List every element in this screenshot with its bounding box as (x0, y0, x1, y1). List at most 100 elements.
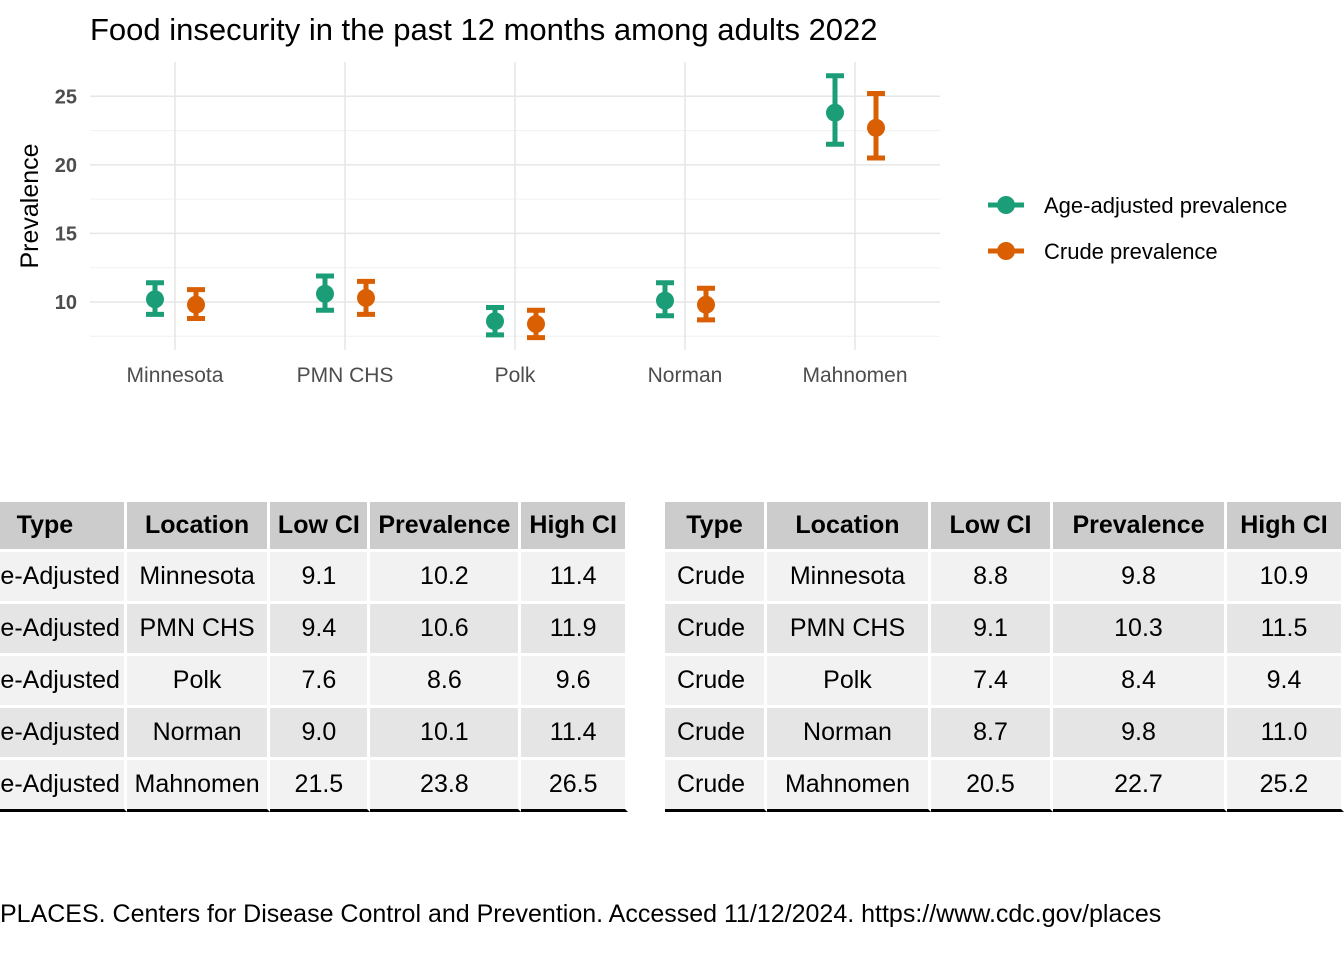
data-point (527, 314, 545, 333)
table-cell: PMN CHS (126, 604, 271, 656)
table-cell: Mahnomen (126, 760, 271, 812)
legend: Age-adjusted prevalence Crude prevalence (988, 193, 1287, 264)
table-cell: Crude (665, 760, 767, 812)
chart: Food insecurity in the past 12 months am… (16, 12, 1287, 387)
table-cell: 10.2 (370, 552, 522, 604)
table-cell: Minnesota (767, 552, 931, 604)
table-cell: 8.7 (931, 708, 1053, 760)
table-cell: 10.3 (1053, 604, 1227, 656)
grid (90, 62, 940, 350)
y-axis-label: Prevalence (16, 143, 44, 268)
table-header-cell: Location (767, 502, 931, 552)
table-cell: 9.8 (1053, 552, 1227, 604)
x-tick-label: Polk (495, 364, 536, 387)
x-axis: Minnesota PMN CHS Polk Norman Mahnomen (127, 364, 908, 387)
table-header-cell: Low CI (270, 502, 371, 552)
y-tick-label: 15 (55, 223, 77, 245)
table-header-cell: Location (126, 502, 271, 552)
data-point (867, 118, 885, 137)
table-cell: 9.6 (521, 656, 628, 708)
y-axis: 10 15 20 25 (55, 86, 77, 314)
table-cell: Age-Adjusted (0, 760, 127, 812)
data-point (316, 284, 334, 303)
table-crude: Type Location Low CI Prevalence High CI Crud… (665, 502, 1344, 812)
table-cell: Norman (126, 708, 271, 760)
table-row: Crude Polk 7.4 8.4 9.4 (665, 656, 1344, 708)
table-cell: 8.8 (931, 552, 1053, 604)
table-cell: 26.5 (521, 760, 628, 812)
data-point (357, 288, 375, 307)
table-cell: 20.5 (931, 760, 1053, 812)
table-cell: Age-Adjusted (0, 656, 127, 708)
table-cell: 11.5 (1227, 604, 1344, 656)
x-tick-label: PMN CHS (297, 364, 394, 387)
y-tick-label: 20 (55, 155, 77, 177)
data-point (656, 291, 674, 310)
table-cell: 7.4 (931, 656, 1053, 708)
table-cell: Crude (665, 656, 767, 708)
data-point (486, 312, 504, 331)
table-header-cell: Prevalence (1053, 502, 1227, 552)
data-point (826, 103, 844, 122)
table-row: Crude Minnesota 8.8 9.8 10.9 (665, 552, 1344, 604)
table-cell: 9.8 (1053, 708, 1227, 760)
table-row: Crude Norman 8.7 9.8 11.0 (665, 708, 1344, 760)
table-header-cell: Type (0, 502, 127, 552)
table-row: Crude PMN CHS 9.1 10.3 11.5 (665, 604, 1344, 656)
table-cell: 7.6 (270, 656, 371, 708)
legend-key-point (997, 196, 1015, 214)
x-tick-label: Norman (648, 364, 723, 387)
table-cell: 8.4 (1053, 656, 1227, 708)
data-point (187, 295, 205, 314)
table-cell: Polk (767, 656, 931, 708)
table-cell: 10.1 (370, 708, 522, 760)
table-cell: 25.2 (1227, 760, 1344, 812)
table-header-cell: High CI (1227, 502, 1344, 552)
table-cell: 11.4 (521, 708, 628, 760)
y-tick-label: 10 (55, 292, 77, 314)
table-cell: 11.4 (521, 552, 628, 604)
legend-key-point (997, 242, 1015, 260)
table-cell: Minnesota (126, 552, 271, 604)
table-cell: Polk (126, 656, 271, 708)
table-header-cell: Type (665, 502, 767, 552)
table-cell: Crude (665, 552, 767, 604)
table-cell: Crude (665, 708, 767, 760)
table-cell: 9.0 (270, 708, 371, 760)
table-header-cell: Low CI (931, 502, 1053, 552)
table-cell: 23.8 (370, 760, 522, 812)
table-cell: 9.1 (931, 604, 1053, 656)
plot-marks (146, 73, 885, 341)
table-cell: 22.7 (1053, 760, 1227, 812)
data-point (146, 290, 164, 309)
legend-label: Age-adjusted prevalence (1044, 193, 1287, 218)
table-header-cell: Prevalence (370, 502, 522, 552)
table-cell: 9.4 (1227, 656, 1344, 708)
table-cell: 9.1 (270, 552, 371, 604)
chart-title: Food insecurity in the past 12 months am… (90, 12, 878, 47)
table-cell: Age-Adjusted (0, 708, 127, 760)
table-header-cell: High CI (521, 502, 628, 552)
table-cell: 9.4 (270, 604, 371, 656)
table-cell: 11.0 (1227, 708, 1344, 760)
legend-label: Crude prevalence (1044, 239, 1218, 264)
table-cell: 10.9 (1227, 552, 1344, 604)
source-caption: PLACES. Centers for Disease Control and … (0, 900, 1162, 928)
y-tick-label: 25 (55, 86, 77, 108)
table-cell: Age-Adjusted (0, 604, 127, 656)
table-cell: 11.9 (521, 604, 628, 656)
table-cell: Mahnomen (767, 760, 931, 812)
table-cell: 21.5 (270, 760, 371, 812)
table-cell: 8.6 (370, 656, 522, 708)
table-cell: Age-Adjusted (0, 552, 127, 604)
table-row: Crude Mahnomen 20.5 22.7 25.2 (665, 760, 1344, 812)
table-cell: PMN CHS (767, 604, 931, 656)
table-cell: 10.6 (370, 604, 522, 656)
